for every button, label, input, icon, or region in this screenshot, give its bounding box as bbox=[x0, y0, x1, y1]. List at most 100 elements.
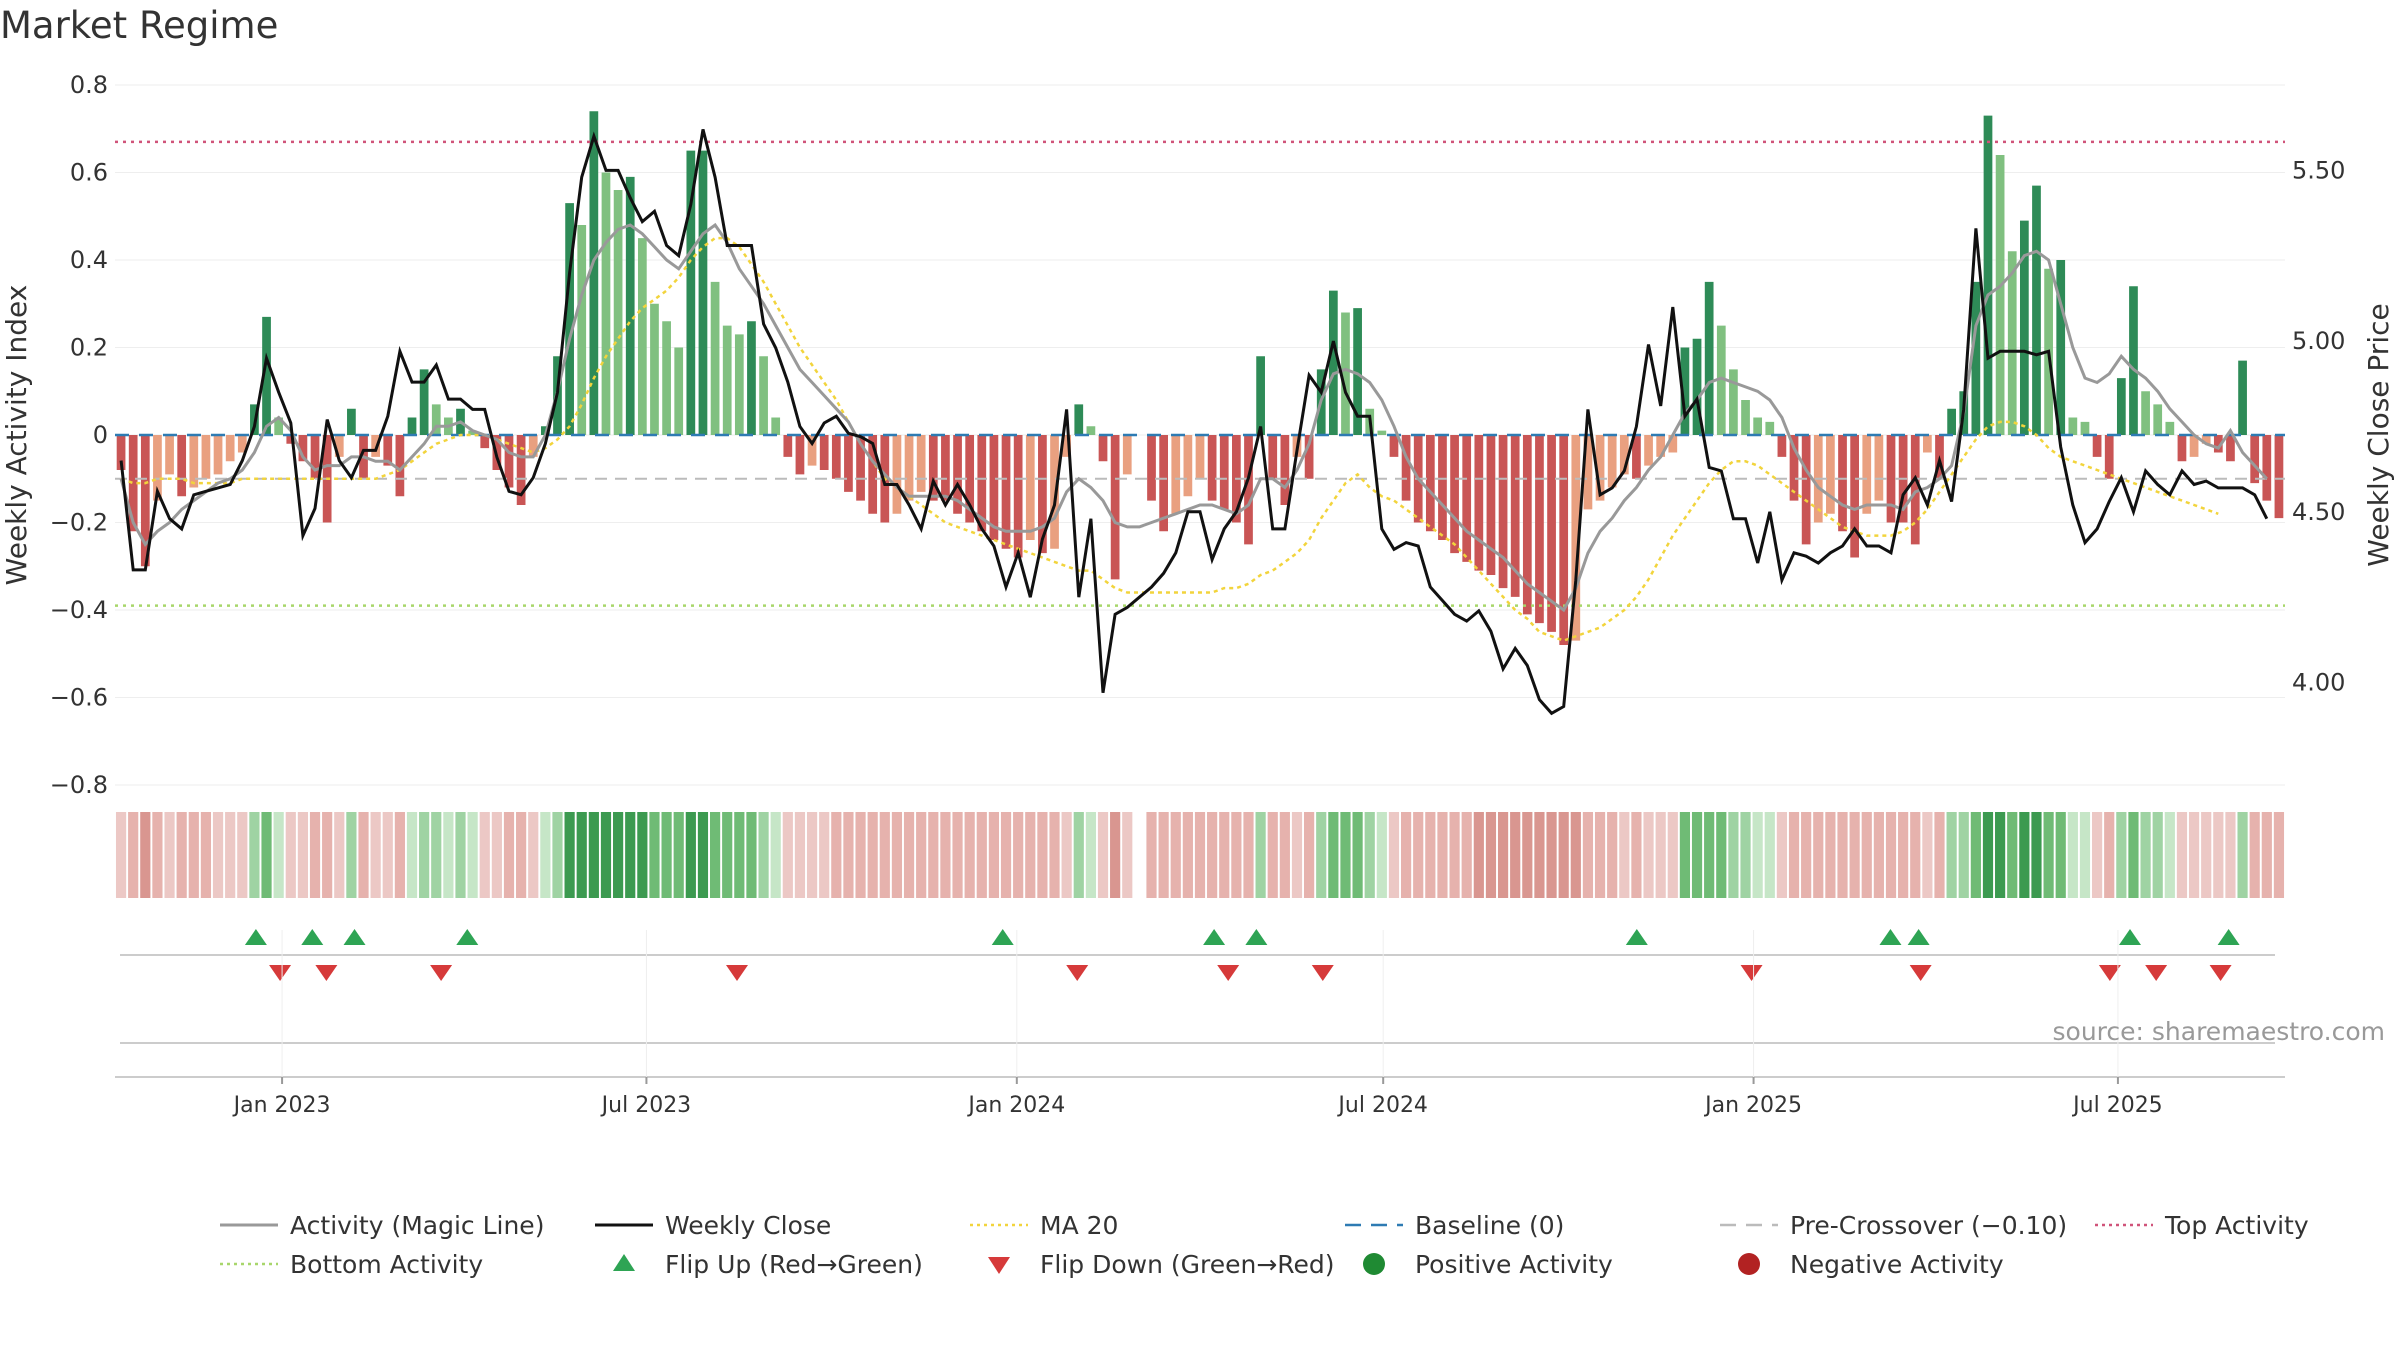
activity-bar bbox=[1013, 435, 1023, 558]
activity-bar bbox=[1983, 115, 1993, 435]
regime-cell bbox=[176, 812, 187, 898]
regime-cell bbox=[903, 812, 915, 898]
activity-bar bbox=[2068, 417, 2078, 435]
activity-bar bbox=[1668, 435, 1678, 453]
regime-cell bbox=[879, 812, 890, 898]
activity-bar bbox=[480, 435, 490, 449]
regime-cell bbox=[782, 812, 793, 898]
left-tick-label: −0.8 bbox=[50, 771, 108, 799]
activity-bar bbox=[213, 435, 223, 475]
activity-bar bbox=[165, 435, 174, 475]
regime-cell bbox=[964, 812, 975, 898]
activity-bar bbox=[1328, 290, 1338, 435]
regime-cell bbox=[552, 812, 563, 898]
regime-cell bbox=[1110, 812, 1121, 898]
activity-bar bbox=[2165, 421, 2175, 435]
activity-bar bbox=[989, 435, 999, 540]
regime-cell bbox=[940, 812, 951, 898]
regime-cell bbox=[1037, 812, 1048, 898]
activity-bar bbox=[1522, 435, 1532, 615]
regime-cell bbox=[200, 812, 212, 898]
regime-cell bbox=[649, 812, 660, 898]
activity-bar bbox=[1450, 435, 1459, 554]
legend-swatch bbox=[988, 1257, 1010, 1274]
legend-swatch bbox=[1363, 1253, 1385, 1275]
activity-bar bbox=[1910, 435, 1920, 545]
activity-bar bbox=[1038, 435, 1047, 554]
regime-cell bbox=[1861, 812, 1872, 898]
flip-up-marker bbox=[991, 929, 1014, 945]
activity-bar bbox=[1268, 435, 1278, 479]
regime-cell bbox=[1279, 812, 1290, 898]
activity-bar bbox=[1716, 325, 1726, 435]
left-tick-label: 0 bbox=[93, 421, 108, 449]
left-tick-label: 0.4 bbox=[70, 246, 108, 274]
activity-bar bbox=[1183, 435, 1193, 497]
regime-cell bbox=[1449, 812, 1460, 898]
regime-cell bbox=[2176, 812, 2188, 898]
chart-title: Market Regime bbox=[0, 4, 278, 47]
activity-bar bbox=[468, 430, 477, 435]
regime-cell bbox=[1898, 812, 1909, 898]
regime-cell bbox=[1158, 812, 1169, 898]
regime-cell bbox=[831, 812, 842, 898]
activity-bar bbox=[589, 111, 599, 435]
activity-bar bbox=[2213, 435, 2223, 453]
activity-bar bbox=[177, 435, 187, 497]
legend-label: Activity (Magic Line) bbox=[290, 1211, 544, 1240]
activity-bar bbox=[1219, 435, 1229, 510]
activity-bar bbox=[1341, 312, 1350, 435]
regime-cell bbox=[1510, 812, 1521, 898]
regime-cell bbox=[2104, 812, 2115, 898]
regime-cell bbox=[2225, 812, 2236, 898]
activity-bar bbox=[1377, 430, 1387, 435]
activity-bar bbox=[1632, 435, 1641, 479]
activity-bar bbox=[419, 369, 429, 435]
activity-bar bbox=[1086, 426, 1096, 435]
regime-cell bbox=[1194, 812, 1206, 898]
activity-bar bbox=[1353, 308, 1362, 435]
activity-bar bbox=[2104, 435, 2114, 479]
flip-down-marker bbox=[726, 965, 749, 981]
activity-bar bbox=[347, 408, 356, 435]
weekly-close-line bbox=[119, 129, 2269, 716]
activity-bar bbox=[941, 435, 950, 501]
activity-bar bbox=[2116, 378, 2126, 435]
activity-bar bbox=[262, 316, 271, 435]
activity-bar bbox=[2019, 220, 2029, 435]
activity-bar bbox=[225, 435, 235, 462]
regime-cell bbox=[1946, 812, 1957, 898]
regime-cell bbox=[2116, 812, 2127, 898]
activity-bar bbox=[1195, 435, 1205, 479]
activity-bar bbox=[819, 435, 829, 470]
regime-cell bbox=[819, 812, 830, 898]
regime-cell bbox=[273, 812, 284, 898]
regime-cell bbox=[2249, 812, 2260, 898]
regime-cell bbox=[285, 812, 296, 898]
activity-bar bbox=[953, 435, 962, 514]
activity-bar bbox=[1583, 435, 1593, 510]
flip-up-marker bbox=[456, 929, 479, 945]
regime-cell bbox=[2055, 812, 2066, 898]
activity-bar bbox=[1304, 435, 1314, 479]
legend-label: Weekly Close bbox=[665, 1211, 831, 1240]
activity-bar bbox=[1474, 435, 1484, 571]
activity-bar bbox=[2274, 435, 2284, 519]
activity-bar bbox=[1050, 435, 1059, 549]
regime-cell bbox=[2007, 812, 2018, 898]
activity-bar bbox=[1535, 435, 1544, 624]
regime-cell bbox=[382, 812, 393, 898]
regime-cell bbox=[625, 812, 636, 898]
activity-bar bbox=[395, 435, 405, 497]
activity-bar bbox=[1971, 281, 1981, 435]
activity-bar bbox=[1547, 435, 1556, 632]
activity-bar bbox=[1438, 435, 1447, 540]
regime-cell bbox=[685, 812, 696, 898]
left-tick-label: 0.2 bbox=[70, 334, 108, 362]
regime-cell bbox=[2261, 812, 2272, 898]
regime-cell bbox=[1388, 812, 1400, 898]
activity-bar bbox=[1607, 435, 1617, 488]
regime-cell bbox=[1619, 812, 1630, 898]
activity-bar bbox=[795, 435, 805, 475]
activity-bar bbox=[1256, 356, 1265, 435]
